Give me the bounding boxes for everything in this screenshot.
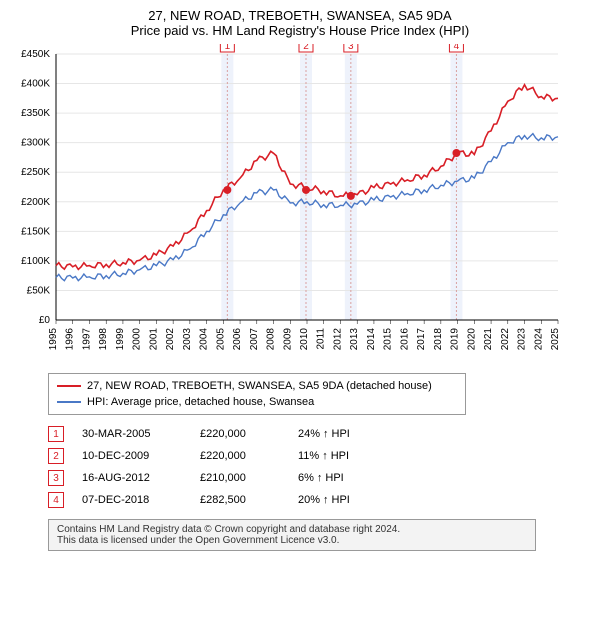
footer-line-1: Contains HM Land Registry data © Crown c… xyxy=(57,524,527,535)
x-tick-label: 2003 xyxy=(182,328,193,351)
x-tick-label: 1998 xyxy=(98,328,109,351)
x-tick-label: 1996 xyxy=(65,328,76,351)
transaction-price: £220,000 xyxy=(200,428,280,440)
x-tick-label: 2024 xyxy=(533,328,544,351)
price-chart: £0 £50K £100K £150K £200K £250K £300K £350K £400… xyxy=(8,44,568,364)
transaction-row: 3 16-AUG-2012 £210,000 6%↑HPI xyxy=(48,467,592,489)
x-tick-label: 2005 xyxy=(215,328,226,351)
legend-label: 27, NEW ROAD, TREBOETH, SWANSEA, SA5 9DA… xyxy=(87,380,432,392)
arrow-up-icon: ↑ xyxy=(323,494,329,506)
y-tick-label: £450K xyxy=(21,49,50,60)
x-tick-label: 2006 xyxy=(232,328,243,351)
arrow-up-icon: ↑ xyxy=(323,428,329,440)
x-tick-label: 2008 xyxy=(266,328,277,351)
legend-item: 27, NEW ROAD, TREBOETH, SWANSEA, SA5 9DA… xyxy=(57,378,457,394)
chart-container: £0 £50K £100K £150K £200K £250K £300K £350K £400… xyxy=(8,44,592,367)
x-tick-label: 1995 xyxy=(48,328,59,351)
x-tick-label: 1999 xyxy=(115,328,126,351)
y-tick-label: £0 xyxy=(39,315,51,326)
x-tick-label: 2025 xyxy=(550,328,561,351)
transaction-pct: 20%↑HPI xyxy=(298,494,388,506)
legend-swatch xyxy=(57,385,81,387)
y-tick-label: £350K xyxy=(21,108,50,119)
transaction-date: 16-AUG-2012 xyxy=(82,472,182,484)
y-tick-label: £300K xyxy=(21,138,50,149)
x-tick-label: 2015 xyxy=(383,328,394,351)
legend-label: HPI: Average price, detached house, Swan… xyxy=(87,396,314,408)
marker-index: 4 xyxy=(454,44,460,52)
legend-item: HPI: Average price, detached house, Swan… xyxy=(57,394,457,410)
legend: 27, NEW ROAD, TREBOETH, SWANSEA, SA5 9DA… xyxy=(48,373,466,415)
x-tick-label: 2014 xyxy=(366,328,377,351)
transaction-pct: 11%↑HPI xyxy=(298,450,388,462)
x-tick-label: 2009 xyxy=(282,328,293,351)
x-tick-label: 2021 xyxy=(483,328,494,351)
arrow-up-icon: ↑ xyxy=(322,450,328,462)
y-tick-label: £400K xyxy=(21,79,50,90)
transaction-index: 4 xyxy=(48,492,64,508)
transaction-date: 10-DEC-2009 xyxy=(82,450,182,462)
transaction-pct: 24%↑HPI xyxy=(298,428,388,440)
transaction-price: £220,000 xyxy=(200,450,280,462)
x-tick-label: 2011 xyxy=(316,328,327,350)
marker-index: 3 xyxy=(348,44,354,52)
transaction-index: 1 xyxy=(48,426,64,442)
x-tick-label: 2013 xyxy=(349,328,360,351)
transaction-index: 3 xyxy=(48,470,64,486)
x-tick-label: 2001 xyxy=(148,328,159,351)
transaction-pct: 6%↑HPI xyxy=(298,472,388,484)
footer-line-2: This data is licensed under the Open Gov… xyxy=(57,535,527,546)
x-tick-label: 2007 xyxy=(249,328,260,351)
footer-attribution: Contains HM Land Registry data © Crown c… xyxy=(48,519,536,551)
page-title: 27, NEW ROAD, TREBOETH, SWANSEA, SA5 9DA xyxy=(8,8,592,23)
x-tick-label: 2022 xyxy=(500,328,511,351)
x-tick-label: 2018 xyxy=(433,328,444,351)
arrow-up-icon: ↑ xyxy=(317,472,323,484)
x-tick-label: 2017 xyxy=(416,328,427,351)
transaction-date: 07-DEC-2018 xyxy=(82,494,182,506)
y-tick-label: £100K xyxy=(21,256,50,267)
page-subtitle: Price paid vs. HM Land Registry's House … xyxy=(8,23,592,38)
transaction-price: £210,000 xyxy=(200,472,280,484)
transaction-row: 4 07-DEC-2018 £282,500 20%↑HPI xyxy=(48,489,592,511)
y-tick-label: £200K xyxy=(21,197,50,208)
marker-index: 1 xyxy=(225,44,231,52)
transaction-price: £282,500 xyxy=(200,494,280,506)
x-tick-label: 2010 xyxy=(299,328,310,351)
x-tick-label: 2004 xyxy=(199,328,210,351)
x-tick-label: 2019 xyxy=(450,328,461,351)
marker-index: 2 xyxy=(303,44,309,52)
transactions-table: 1 30-MAR-2005 £220,000 24%↑HPI 2 10-DEC-2009 £… xyxy=(48,423,592,511)
legend-swatch xyxy=(57,401,81,403)
x-tick-label: 2012 xyxy=(332,328,343,351)
x-tick-label: 2023 xyxy=(517,328,528,351)
y-tick-label: £50K xyxy=(27,285,51,296)
x-tick-label: 2020 xyxy=(466,328,477,351)
transaction-row: 1 30-MAR-2005 £220,000 24%↑HPI xyxy=(48,423,592,445)
y-tick-label: £250K xyxy=(21,167,50,178)
y-tick-label: £150K xyxy=(21,226,50,237)
transaction-index: 2 xyxy=(48,448,64,464)
transaction-date: 30-MAR-2005 xyxy=(82,428,182,440)
x-tick-label: 2002 xyxy=(165,328,176,351)
x-tick-label: 2016 xyxy=(399,328,410,351)
x-tick-label: 2000 xyxy=(132,328,143,351)
transaction-row: 2 10-DEC-2009 £220,000 11%↑HPI xyxy=(48,445,592,467)
x-tick-label: 1997 xyxy=(81,328,92,351)
